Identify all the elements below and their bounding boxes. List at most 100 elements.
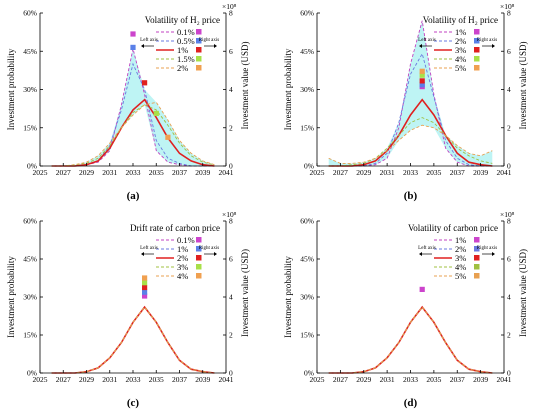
legend-title: Volatility of H₂ price — [423, 15, 498, 25]
right-axis-multiplier: ×10⁸ — [500, 210, 515, 219]
panel-label: (c) — [127, 397, 140, 409]
right-arrow-head — [492, 44, 495, 48]
x-tick-label: 2039 — [473, 168, 488, 177]
x-tick-label: 2039 — [195, 168, 210, 177]
y-tick-label: 45% — [23, 255, 37, 264]
legend-label-2: 3% — [455, 45, 466, 55]
right-y-tick-label: 4 — [507, 85, 511, 94]
legend-label-3: 4% — [455, 54, 466, 64]
left-arrow-head — [419, 252, 422, 256]
panel-label: (d) — [404, 397, 418, 409]
legend-swatch-1 — [196, 38, 202, 44]
x-tick-label: 2041 — [497, 168, 512, 177]
value-marker-4 — [142, 275, 148, 281]
right-y-tick-label: 8 — [229, 217, 233, 226]
x-tick-label: 2041 — [497, 375, 512, 384]
legend-swatch-3 — [474, 264, 480, 270]
series-line-3 — [51, 306, 215, 374]
right-y-tick-label: 0 — [507, 162, 511, 171]
right-y-tick-label: 2 — [507, 123, 511, 132]
right-y-tick-label: 6 — [229, 47, 233, 56]
right-y-tick-label: 8 — [229, 9, 233, 18]
x-tick-label: 2041 — [219, 168, 234, 177]
y-tick-label: 60% — [23, 217, 37, 226]
right-y-tick-label: 0 — [507, 369, 511, 378]
right-y-axis-title: Investment value (USD) — [240, 42, 250, 130]
right-y-tick-label: 6 — [229, 255, 233, 264]
y-tick-label: 30% — [300, 293, 314, 302]
right-y-tick-label: 0 — [229, 162, 233, 171]
legend-label-1: 0.5% — [177, 36, 195, 46]
legend-swatch-3 — [474, 56, 480, 62]
x-tick-label: 2027 — [56, 375, 71, 384]
legend-swatch-0 — [474, 237, 480, 243]
right-y-tick-label: 6 — [507, 255, 511, 264]
x-tick-label: 2031 — [102, 168, 117, 177]
series-line-1 — [328, 306, 493, 374]
x-tick-label: 2031 — [102, 375, 117, 384]
right-y-tick-label: 8 — [507, 217, 511, 226]
panel-label: (b) — [404, 190, 418, 202]
y-axis-title: Investment probability — [283, 256, 293, 338]
legend-label-1: 2% — [455, 244, 466, 254]
legend-swatch-4 — [474, 273, 480, 279]
right-y-tick-label: 2 — [229, 331, 233, 340]
y-tick-label: 60% — [300, 9, 314, 18]
x-tick-label: 2029 — [356, 375, 371, 384]
value-marker-2 — [142, 284, 148, 291]
right-axis-arrow-label: Right axis — [477, 246, 497, 251]
x-tick-label: 2035 — [426, 375, 441, 384]
value-marker-3 — [419, 72, 425, 78]
legend-swatch-1 — [474, 246, 480, 252]
x-tick-label: 2025 — [33, 375, 48, 384]
legend-swatch-0 — [196, 237, 202, 243]
value-marker-0 — [419, 286, 425, 292]
right-y-axis-title: Investment value (USD) — [518, 249, 528, 337]
legend-label-2: 3% — [455, 253, 466, 263]
x-tick-label: 2027 — [333, 375, 348, 384]
x-tick-label: 2025 — [33, 168, 48, 177]
legend-label-0: 1% — [455, 235, 466, 245]
legend-label-4: 2% — [177, 63, 188, 73]
confidence-band — [51, 48, 215, 167]
value-marker-0 — [130, 31, 136, 37]
left-axis-arrow-label: Left axis — [418, 38, 436, 43]
y-axis-title: Investment probability — [283, 48, 293, 130]
left-arrow-head — [419, 44, 422, 48]
left-arrow-head — [141, 252, 144, 256]
x-tick-label: 2037 — [450, 375, 465, 384]
right-y-tick-label: 4 — [229, 85, 233, 94]
legend-swatch-3 — [196, 264, 202, 270]
y-tick-label: 30% — [23, 85, 37, 94]
y-tick-label: 0% — [304, 162, 314, 171]
y-tick-label: 45% — [23, 47, 37, 56]
confidence-band — [328, 20, 493, 167]
right-y-axis-title: Investment value (USD) — [240, 249, 250, 337]
legend-swatch-2 — [196, 47, 202, 53]
y-tick-label: 45% — [300, 47, 314, 56]
right-y-tick-label: 8 — [507, 9, 511, 18]
right-y-tick-label: 2 — [507, 331, 511, 340]
x-tick-label: 2033 — [126, 375, 141, 384]
legend-swatch-4 — [196, 65, 202, 71]
series-line-4 — [51, 101, 215, 167]
x-tick-label: 2029 — [356, 168, 371, 177]
x-tick-label: 2037 — [172, 168, 187, 177]
x-tick-label: 2027 — [333, 168, 348, 177]
x-tick-label: 2033 — [403, 168, 418, 177]
x-tick-label: 2031 — [380, 168, 395, 177]
y-tick-label: 15% — [23, 123, 37, 132]
legend-swatch-0 — [196, 29, 202, 35]
series-line-2 — [51, 98, 215, 167]
series-line-4 — [51, 306, 215, 374]
y-tick-label: 30% — [300, 85, 314, 94]
right-y-tick-label: 2 — [229, 123, 233, 132]
right-y-tick-label: 0 — [229, 369, 233, 378]
right-axis-multiplier: ×10⁸ — [500, 2, 515, 11]
legend-swatch-2 — [196, 255, 202, 261]
legend-swatch-2 — [474, 47, 480, 53]
right-y-axis-title: Investment value (USD) — [518, 42, 528, 130]
right-axis-arrow-label: Right axis — [199, 38, 219, 43]
right-arrow-head — [214, 44, 217, 48]
